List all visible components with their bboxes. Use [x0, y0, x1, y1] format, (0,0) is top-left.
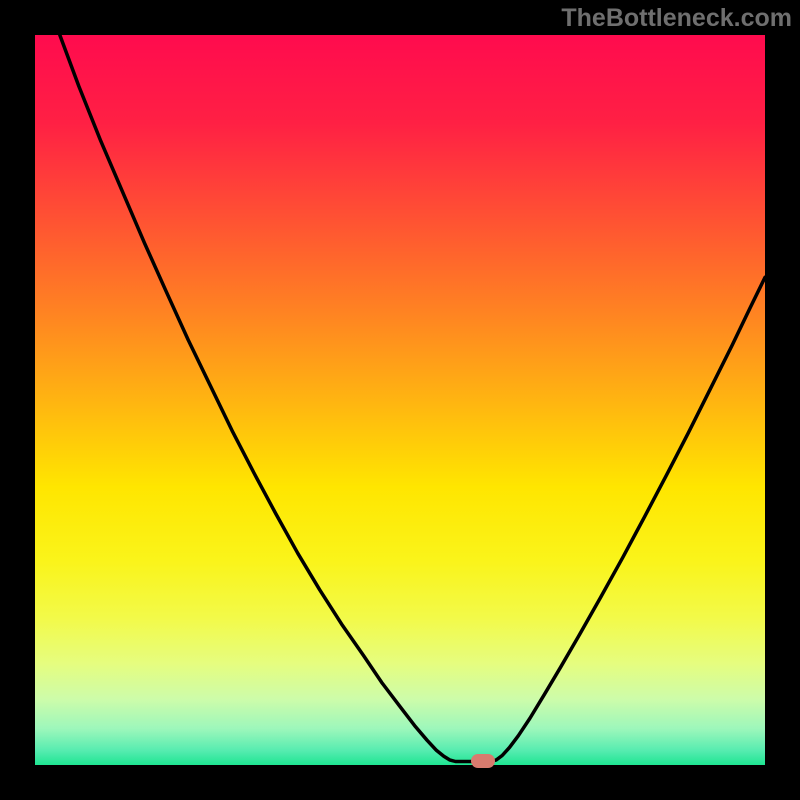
bottleneck-curve — [35, 35, 765, 765]
watermark-text: TheBottleneck.com — [561, 4, 792, 33]
curve-path — [60, 35, 765, 762]
chart-frame: TheBottleneck.com — [0, 0, 800, 800]
plot-area — [35, 35, 765, 765]
minimum-marker — [471, 754, 495, 768]
